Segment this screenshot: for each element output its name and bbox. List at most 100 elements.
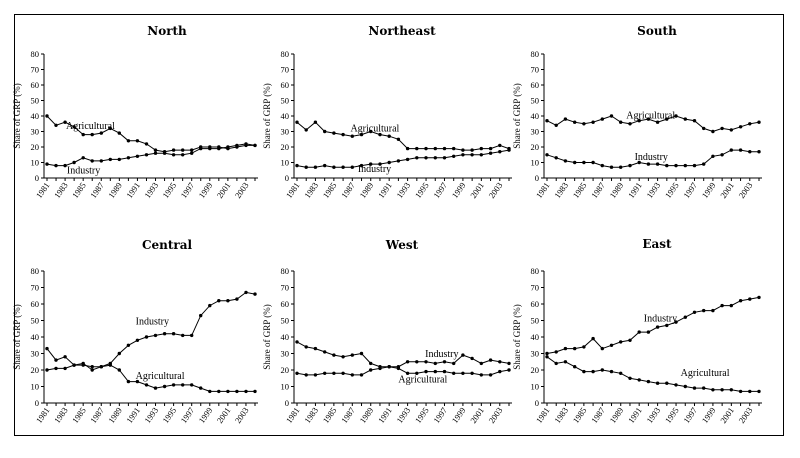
east-industry-point-1987 <box>600 346 604 351</box>
west-x-tick-label-1987: 1987 <box>339 405 357 425</box>
south-industry-point-1986 <box>591 160 595 165</box>
north-agricultural-point-1993 <box>153 148 158 152</box>
west-industry-point-2002 <box>488 373 493 377</box>
west-agricultural-point-1987 <box>350 353 354 357</box>
north-industry-label: Industry <box>67 165 100 176</box>
west-y-tick-label-60: 60 <box>281 299 290 309</box>
northeast-y-tick-label-40: 40 <box>281 111 290 121</box>
south-industry-point-1991 <box>637 160 641 165</box>
north-industry-point-1999 <box>208 146 212 151</box>
northeast-industry-point-1992 <box>396 159 401 163</box>
east-y-tick-label-60: 60 <box>531 299 540 309</box>
central-industry-point-1993 <box>153 333 158 338</box>
north-agricultural-point-1982 <box>54 123 58 128</box>
south-x-tick-label-1999: 1999 <box>700 180 718 200</box>
east-x-tick-label-1989: 1989 <box>607 405 625 425</box>
north-panel-title: North <box>147 24 187 38</box>
north-industry-point-1997 <box>190 151 194 155</box>
south-x-tick-label-2001: 2001 <box>718 180 736 200</box>
west-panel-title: West <box>385 238 419 252</box>
north-x-tick-label-2001: 2001 <box>215 180 233 200</box>
south-agricultural-point-2004 <box>757 120 761 124</box>
east-industry-point-1988 <box>609 343 614 347</box>
north-industry-point-1993 <box>153 151 158 155</box>
central-agricultural-point-1986 <box>90 365 94 369</box>
northeast-x-tick-label-1995: 1995 <box>413 180 431 200</box>
west-y-tick-label-10: 10 <box>281 382 290 392</box>
west-y-tick-label-0: 0 <box>285 398 289 408</box>
west-x-tick-label-2003: 2003 <box>486 405 504 425</box>
northeast-agricultural-point-1990 <box>378 132 382 137</box>
north-industry-point-2002 <box>235 143 239 148</box>
east-industry-point-1991 <box>637 330 641 334</box>
west-y-axis-label: Share of GRP (%) <box>262 304 272 369</box>
south-agricultural-point-1982 <box>554 123 558 128</box>
northeast-agricultural-point-1997 <box>442 146 447 151</box>
east-agricultural-point-2004 <box>757 389 761 394</box>
north-industry-point-1995 <box>171 153 176 157</box>
east-industry-point-1983 <box>563 346 568 351</box>
central-industry-point-2000 <box>217 299 221 303</box>
figure-frame <box>14 14 784 436</box>
east-industry-point-1981 <box>545 351 549 356</box>
northeast-industry-point-2001 <box>479 153 483 157</box>
east-industry-point-1995 <box>674 320 678 324</box>
south-agricultural-point-1987 <box>600 117 604 121</box>
northeast-industry-point-1981 <box>295 163 299 168</box>
west-x-tick-label-1997: 1997 <box>431 405 449 425</box>
northeast-industry-point-1984 <box>323 163 327 168</box>
central-agricultural-point-2001 <box>226 389 230 394</box>
north-industry-point-1982 <box>54 163 58 168</box>
northeast-x-tick-label-1991: 1991 <box>376 180 394 200</box>
north-industry-point-2003 <box>244 142 248 146</box>
south-industry-point-1996 <box>683 163 687 168</box>
east-agricultural-point-1987 <box>600 368 604 372</box>
south-industry-point-1985 <box>582 160 586 165</box>
south-agricultural-point-1988 <box>609 114 614 118</box>
northeast-y-tick-label-30: 30 <box>281 127 290 137</box>
west-y-tick-label-20: 20 <box>281 365 290 375</box>
east-x-tick-label-1993: 1993 <box>644 405 662 425</box>
south-x-tick-label-1995: 1995 <box>663 180 681 200</box>
west-industry-point-2001 <box>479 373 483 377</box>
south-industry-point-1983 <box>563 159 568 163</box>
east-industry-point-1990 <box>628 338 632 342</box>
northeast-x-tick-label-2003: 2003 <box>486 180 504 200</box>
northeast-industry-point-1997 <box>442 156 447 160</box>
south-agricultural-point-2000 <box>720 126 724 131</box>
west-industry-point-1998 <box>452 371 456 375</box>
central-industry-point-1992 <box>144 335 149 339</box>
north-agricultural-point-1996 <box>181 148 185 152</box>
northeast-industry-point-2003 <box>498 150 502 154</box>
central-x-tick-label-1997: 1997 <box>178 405 196 425</box>
north-agricultural-point-1985 <box>81 132 85 137</box>
north-industry-point-2004 <box>253 143 257 148</box>
central-agricultural-point-1981 <box>45 346 49 351</box>
northeast-agricultural-point-2002 <box>488 146 493 151</box>
east-industry-point-1986 <box>591 336 595 341</box>
south-agricultural-point-1992 <box>646 117 651 121</box>
west-agricultural-point-1988 <box>359 351 364 356</box>
east-agricultural-point-2003 <box>748 389 752 394</box>
south-x-tick-label-1981: 1981 <box>534 180 552 200</box>
northeast-industry-line <box>296 149 510 168</box>
central-y-tick-label-10: 10 <box>31 382 40 392</box>
northeast-industry-point-1982 <box>304 165 308 169</box>
south-y-tick-label-80: 80 <box>531 49 540 59</box>
north-industry-point-1992 <box>144 153 149 157</box>
central-industry-point-1985 <box>81 361 85 366</box>
north-y-tick-label-50: 50 <box>31 96 40 106</box>
east-industry-point-2003 <box>748 297 752 301</box>
northeast-agricultural-point-1992 <box>396 137 401 141</box>
west-agricultural-point-1999 <box>461 353 465 357</box>
northeast-industry-point-1991 <box>387 160 391 165</box>
northeast-agricultural-point-1983 <box>313 120 318 124</box>
west-industry-point-1988 <box>359 373 364 377</box>
west-agricultural-point-1985 <box>332 353 336 357</box>
west-agricultural-point-1983 <box>313 346 318 351</box>
north-x-tick-label-1981: 1981 <box>34 180 52 200</box>
central-industry-point-1988 <box>108 361 113 366</box>
west-y-tick-label-40: 40 <box>281 332 290 342</box>
northeast-agricultural-point-1984 <box>323 129 327 134</box>
central-x-tick-label-1999: 1999 <box>196 405 214 425</box>
